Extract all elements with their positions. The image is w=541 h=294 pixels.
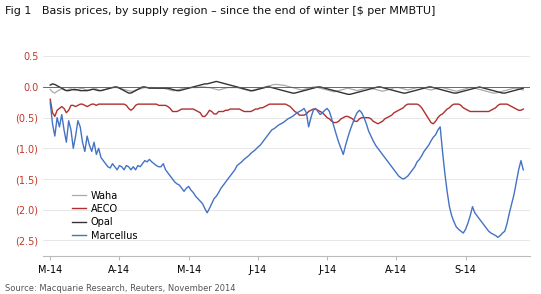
- Marcellus: [47, 101, 54, 104]
- Opal: [520, 86, 526, 90]
- Marcellus: [54, 116, 61, 119]
- Opal: [123, 90, 130, 93]
- Legend: Waha, AECO, Opal, Marcellus: Waha, AECO, Opal, Marcellus: [68, 187, 141, 245]
- Text: Source: Macquarie Research, Reuters, November 2014: Source: Macquarie Research, Reuters, Nov…: [5, 283, 236, 293]
- Marcellus: [123, 164, 130, 167]
- Waha: [183, 86, 189, 89]
- Waha: [51, 91, 58, 95]
- Marcellus: [494, 235, 501, 239]
- Waha: [56, 88, 63, 92]
- Waha: [232, 86, 238, 89]
- Marcellus: [229, 171, 236, 175]
- Text: Fig 1   Basis prices, by supply region – since the end of winter [$ per MMBTU]: Fig 1 Basis prices, by supply region – s…: [5, 6, 436, 16]
- Opal: [47, 83, 54, 87]
- AECO: [520, 107, 526, 111]
- Line: AECO: AECO: [50, 99, 523, 124]
- Waha: [271, 83, 278, 86]
- Marcellus: [483, 226, 490, 230]
- Waha: [487, 91, 494, 94]
- AECO: [95, 102, 102, 106]
- Opal: [232, 85, 238, 88]
- Waha: [520, 88, 526, 92]
- AECO: [485, 110, 492, 113]
- Marcellus: [181, 190, 187, 193]
- Line: Waha: Waha: [50, 84, 523, 93]
- AECO: [47, 98, 54, 101]
- Opal: [54, 84, 61, 88]
- AECO: [181, 107, 187, 111]
- AECO: [123, 103, 130, 107]
- Line: Opal: Opal: [50, 81, 523, 94]
- AECO: [374, 122, 381, 126]
- Opal: [345, 93, 351, 96]
- Opal: [181, 88, 187, 91]
- Marcellus: [95, 147, 102, 150]
- Waha: [126, 89, 132, 92]
- Opal: [95, 89, 102, 92]
- Waha: [98, 89, 104, 92]
- AECO: [54, 108, 61, 112]
- Line: Marcellus: Marcellus: [50, 102, 523, 237]
- AECO: [229, 107, 236, 111]
- Marcellus: [520, 168, 526, 172]
- Opal: [213, 80, 220, 83]
- Opal: [487, 88, 494, 92]
- Waha: [47, 88, 54, 91]
